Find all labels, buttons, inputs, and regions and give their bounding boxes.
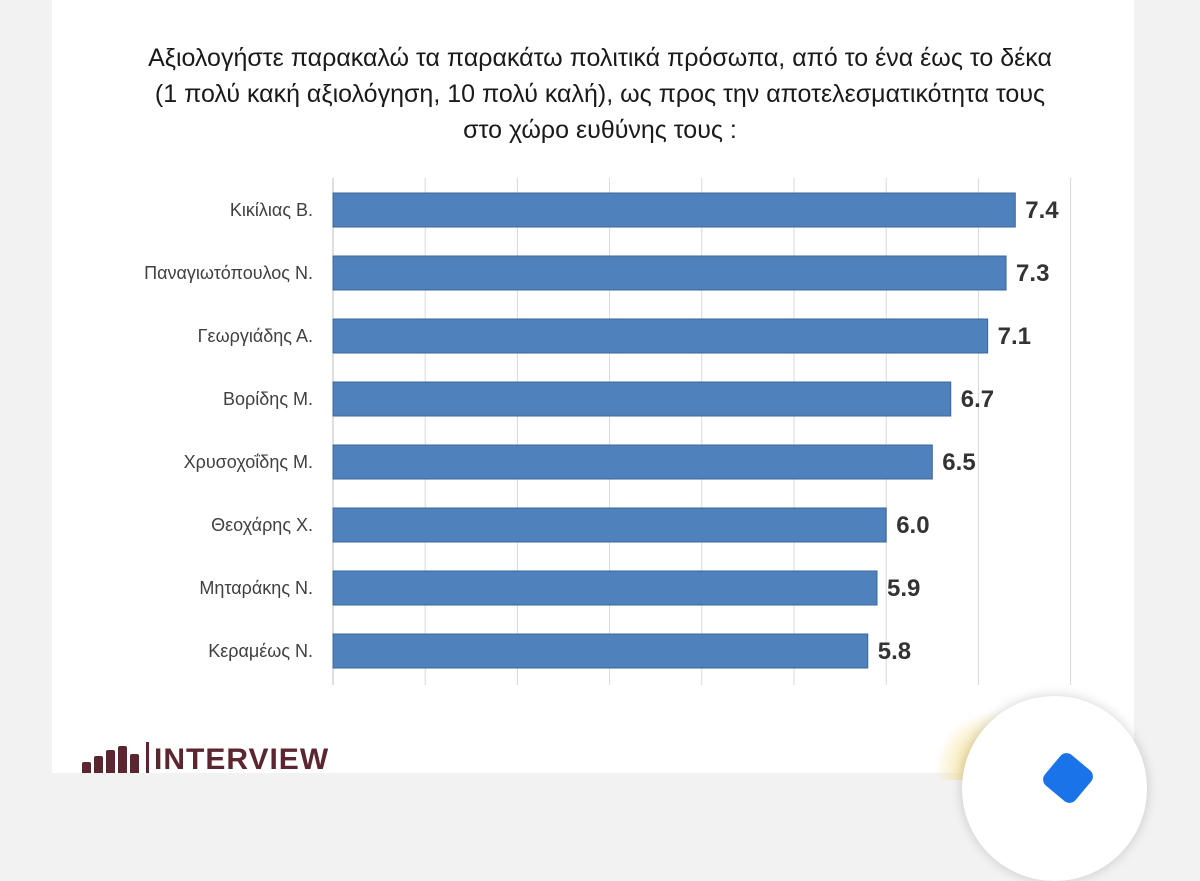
logo-bars-icon: [82, 746, 142, 773]
bar: [332, 318, 989, 354]
category-label: Χρυσοχοΐδης Μ.: [184, 452, 313, 472]
bar-chart: Κικίλιας Β. 7.4 Παναγιωτόπουλος Ν. 7.3 Γεωργ…: [144, 178, 1072, 685]
data-label: 7.1: [998, 323, 1031, 350]
bar: [332, 444, 933, 480]
category-label: Γεωργιάδης Α.: [198, 326, 313, 346]
category-label: Μηταράκης Ν.: [199, 578, 313, 598]
bar: [332, 192, 1016, 228]
interview-logo: INTERVIEW: [82, 738, 342, 773]
category-label: Κεραμέως Ν.: [208, 641, 313, 661]
data-label: 6.0: [896, 512, 929, 539]
data-label: 7.4: [1025, 197, 1059, 224]
data-label: 6.5: [942, 449, 975, 476]
data-label: 5.9: [887, 575, 920, 602]
category-label: Κικίλιας Β.: [230, 200, 313, 220]
bar: [332, 255, 1007, 291]
category-label: Θεοχάρης Χ.: [211, 515, 313, 535]
chart-title-line-3: στο χώρο ευθύνης τους :: [463, 116, 737, 144]
data-label: 5.8: [878, 638, 911, 665]
category-label: Παναγιωτόπουλος Ν.: [144, 263, 313, 283]
bar: [332, 570, 878, 606]
bar: [332, 507, 887, 543]
chart-title: Αξιολογήστε παρακαλώ τα παρακάτω πολιτικ…: [0, 40, 1200, 148]
logo-divider: [146, 742, 149, 773]
data-label: 7.3: [1016, 260, 1049, 287]
chart-title-line-1: Αξιολογήστε παρακαλώ τα παρακάτω πολιτικ…: [148, 44, 1052, 72]
bar-marks: Κικίλιας Β. 7.4 Παναγιωτόπουλος Ν. 7.3 Γεωργ…: [144, 192, 1059, 669]
bar: [332, 633, 869, 669]
chart-title-line-2: (1 πολύ κακή αξιολόγηση, 10 πολύ καλή), …: [154, 80, 1046, 108]
grid-lines: [332, 178, 1072, 685]
data-label: 6.7: [961, 386, 994, 413]
bar: [332, 381, 952, 417]
category-label: Βορίδης Μ.: [223, 389, 313, 409]
logo-text: INTERVIEW: [154, 743, 330, 773]
